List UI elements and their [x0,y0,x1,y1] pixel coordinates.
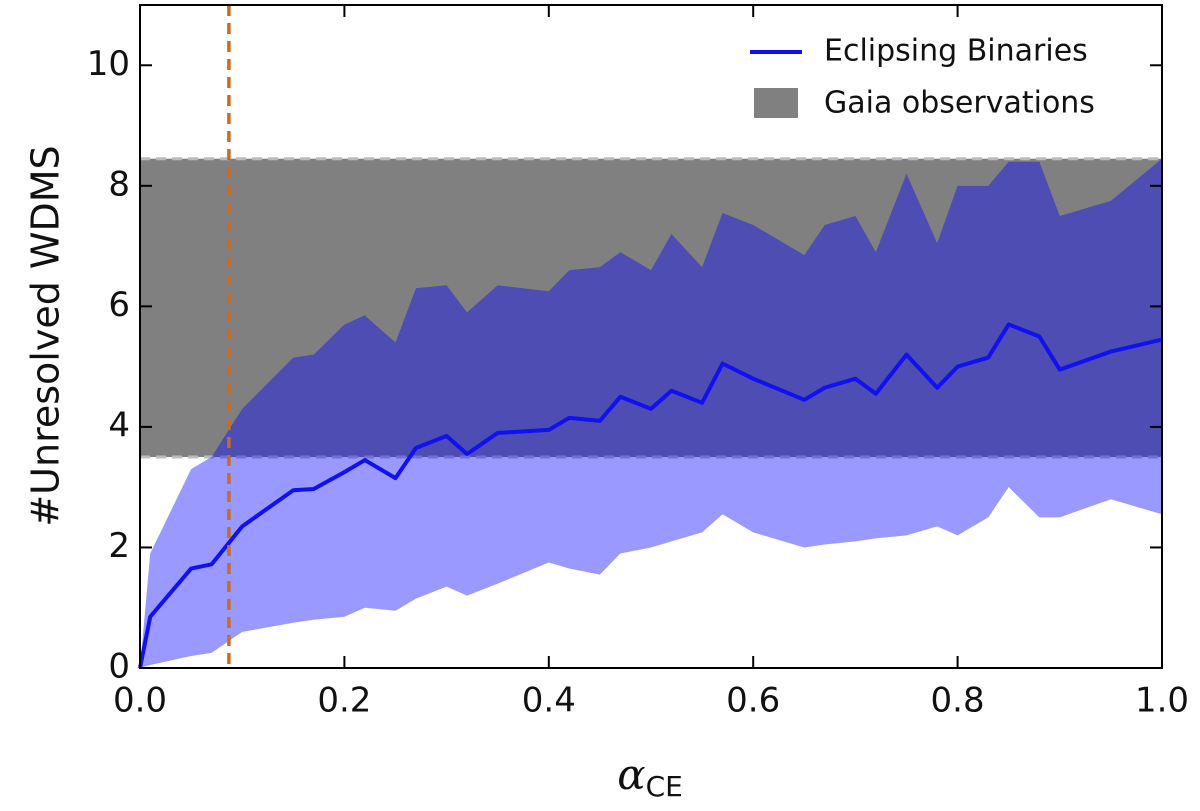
x-tick-label: 0.8 [931,681,985,721]
y-tick-label: 6 [108,285,130,325]
x-tick-label: 1.0 [1135,681,1189,721]
line [138,322,1163,669]
x-axis-label: αCE [617,750,683,803]
legend-label: Eclipsing Binaries [824,34,1088,69]
x-label-symbol: α [617,750,645,799]
y-tick-label: 4 [108,405,130,445]
y-tick-label: 2 [108,526,130,566]
x-label-subscript: CE [646,770,683,803]
y-axis-label: #Unresolved WDMS [24,145,68,526]
y-tick-label: 0 [108,647,130,687]
x-tick-label: 0.6 [726,681,780,721]
y-tick-label: 10 [87,44,130,84]
y-tick-label: 8 [108,164,130,204]
axes-frame [139,4,1163,669]
uncertainty-band [140,158,1162,669]
legend-label: Gaia observations [824,86,1095,121]
x-tick-label: 0.0 [113,681,167,721]
legend-swatch [754,88,798,118]
x-tick-label: 0.2 [317,681,371,721]
x-tick-label: 0.4 [522,681,576,721]
